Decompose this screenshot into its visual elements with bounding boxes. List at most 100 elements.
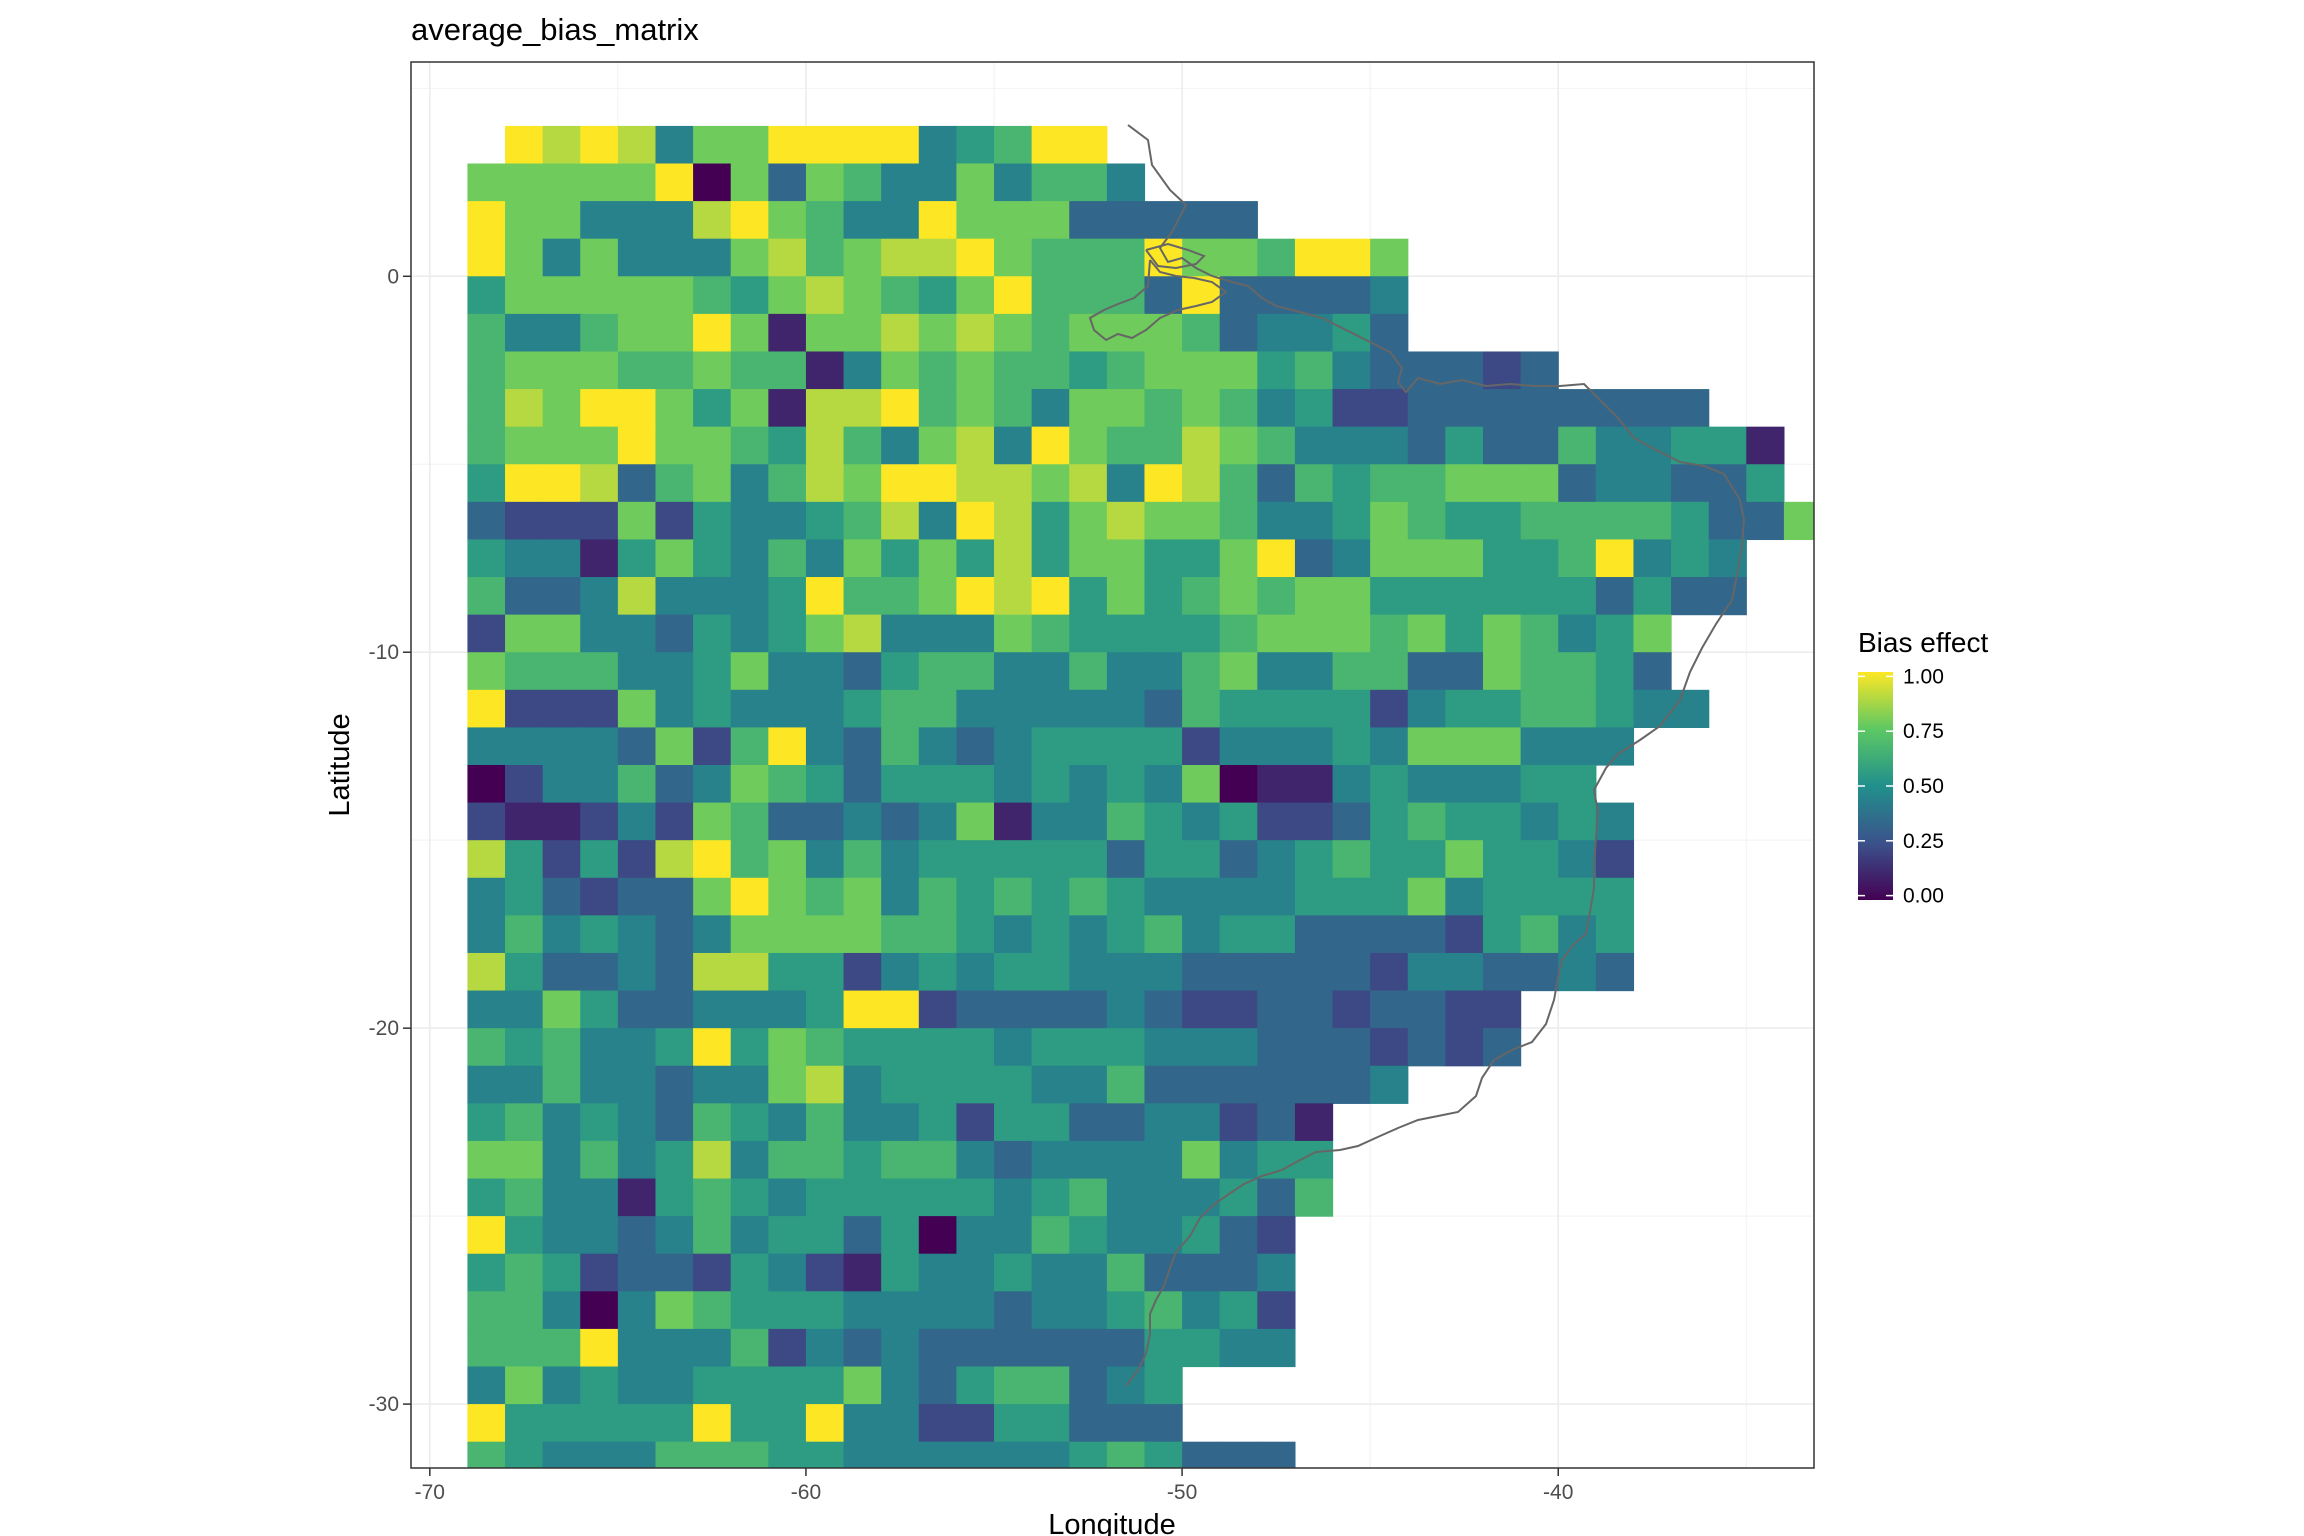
heatmap-cell [843, 1178, 882, 1217]
heatmap-cell [881, 652, 920, 691]
heatmap-cell [617, 351, 657, 390]
heatmap-cell [1069, 1366, 1108, 1405]
heatmap-cell [1294, 614, 1334, 653]
heatmap-cell [1106, 464, 1146, 503]
heatmap-cell [693, 1253, 732, 1292]
heatmap-cell [542, 1216, 581, 1255]
heatmap-cell [768, 614, 807, 653]
heatmap-cell [1106, 689, 1146, 728]
heatmap-cell [1219, 952, 1258, 992]
heatmap-cell [1407, 426, 1446, 465]
heatmap-cell [1219, 802, 1258, 841]
heatmap-cell [1106, 577, 1146, 616]
heatmap-cell [505, 539, 544, 578]
heatmap-cell [580, 125, 619, 165]
heatmap-cell [1031, 877, 1070, 916]
heatmap-cell [1595, 689, 1635, 728]
heatmap-cell [730, 426, 769, 465]
heatmap-cell [768, 1366, 807, 1405]
heatmap-cell [693, 1028, 732, 1067]
heatmap-cell [994, 389, 1033, 428]
heatmap-cell [505, 125, 544, 165]
heatmap-cell [881, 539, 920, 578]
heatmap-cell [1257, 351, 1296, 390]
heatmap-cell [1031, 125, 1070, 165]
legend-tick-label: 0.75 [1903, 720, 1944, 743]
heatmap-cell [768, 1441, 807, 1468]
heatmap-cell [1558, 652, 1597, 691]
heatmap-cell [768, 1178, 807, 1217]
heatmap-cell [730, 464, 769, 503]
heatmap-cell [1257, 464, 1296, 503]
heatmap-cell [1445, 501, 1484, 541]
heatmap-cell [730, 577, 769, 616]
heatmap-cell [730, 201, 769, 240]
heatmap-cell [1483, 539, 1522, 578]
heatmap-cell [918, 1328, 957, 1368]
heatmap-cell [1069, 1253, 1108, 1292]
heatmap-cell [1219, 1103, 1258, 1142]
heatmap-cell [1445, 614, 1484, 653]
heatmap-cell [994, 1178, 1033, 1217]
heatmap-cell [580, 501, 619, 541]
heatmap-cell [1332, 652, 1371, 691]
heatmap-cell [1031, 1404, 1070, 1443]
heatmap-cell [1182, 765, 1221, 804]
heatmap-cell [1595, 389, 1635, 428]
heatmap-cell [768, 313, 807, 353]
heatmap-cell [1294, 689, 1334, 728]
heatmap-cell [693, 351, 732, 390]
heatmap-cell [1106, 1404, 1146, 1443]
heatmap-cell [768, 539, 807, 578]
heatmap-cell [1144, 276, 1183, 315]
heatmap-cell [881, 1216, 920, 1255]
heatmap-cell [994, 426, 1033, 465]
heatmap-cell [805, 652, 845, 691]
heatmap-cell [1257, 1028, 1296, 1067]
heatmap-cell [542, 727, 581, 766]
heatmap-cell [617, 238, 657, 277]
heatmap-cell [805, 163, 845, 202]
heatmap-cell [805, 201, 845, 240]
heatmap-cell [1106, 313, 1146, 353]
heatmap-cell [1332, 501, 1371, 541]
heatmap-cell [467, 727, 506, 766]
heatmap-cell [617, 915, 657, 954]
heatmap-cell [1520, 426, 1559, 465]
heatmap-cell [505, 1140, 544, 1180]
heatmap-cell [542, 840, 581, 879]
heatmap-cell [1031, 351, 1070, 390]
heatmap-cell [1106, 238, 1146, 277]
heatmap-cell [1069, 464, 1108, 503]
heatmap-cell [655, 238, 694, 277]
heatmap-cell [1294, 840, 1334, 879]
heatmap-cell [1031, 1328, 1070, 1368]
heatmap-cell [881, 426, 920, 465]
heatmap-cell [1483, 464, 1522, 503]
heatmap-cell [467, 1065, 506, 1104]
heatmap-cell [467, 1140, 506, 1180]
heatmap-cell [881, 1404, 920, 1443]
heatmap-cell [956, 539, 995, 578]
heatmap-cell [580, 877, 619, 916]
heatmap-cell [1219, 1065, 1258, 1104]
heatmap-cell [467, 1216, 506, 1255]
heatmap-cell [805, 1291, 845, 1330]
heatmap-cell [617, 389, 657, 428]
heatmap-cell [843, 1441, 882, 1468]
heatmap-cell [1407, 652, 1446, 691]
heatmap-cell [655, 727, 694, 766]
heatmap-cell [994, 1065, 1033, 1104]
heatmap-cell [467, 840, 506, 879]
heatmap-cell [994, 840, 1033, 879]
heatmap-cell [1483, 952, 1522, 992]
heatmap-cell [1182, 952, 1221, 992]
heatmap-cell [843, 351, 882, 390]
heatmap-cell [994, 689, 1033, 728]
heatmap-cell [1106, 1253, 1146, 1292]
heatmap-cell [768, 125, 807, 165]
heatmap-cell [768, 1328, 807, 1368]
heatmap-cell [1332, 877, 1371, 916]
heatmap-cell [1069, 1441, 1108, 1468]
